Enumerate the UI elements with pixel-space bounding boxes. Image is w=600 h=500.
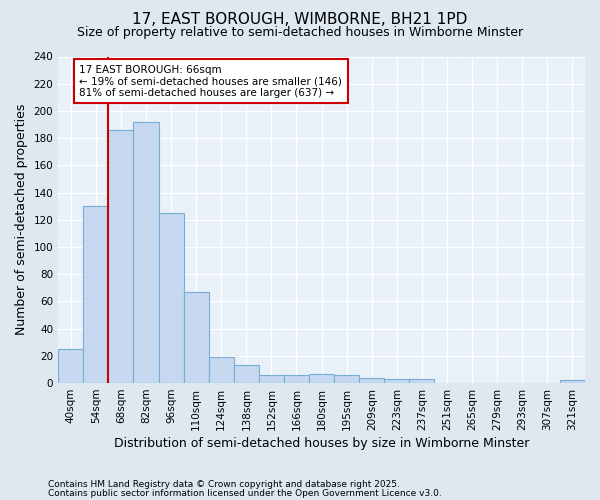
Bar [560,380,585,383]
Bar [385,379,409,383]
Y-axis label: Number of semi-detached properties: Number of semi-detached properties [15,104,28,336]
Bar [158,213,184,383]
Text: Size of property relative to semi-detached houses in Wimborne Minster: Size of property relative to semi-detach… [77,26,523,39]
Bar [109,130,133,383]
Bar [234,366,259,383]
Bar [334,375,359,383]
Bar [309,374,334,383]
Bar [133,122,158,383]
Bar [58,349,83,383]
Bar [184,292,209,383]
Bar [259,375,284,383]
Bar [209,357,234,383]
Text: 17, EAST BOROUGH, WIMBORNE, BH21 1PD: 17, EAST BOROUGH, WIMBORNE, BH21 1PD [133,12,467,28]
X-axis label: Distribution of semi-detached houses by size in Wimborne Minster: Distribution of semi-detached houses by … [114,437,529,450]
Text: 17 EAST BOROUGH: 66sqm
← 19% of semi-detached houses are smaller (146)
81% of se: 17 EAST BOROUGH: 66sqm ← 19% of semi-det… [79,64,343,98]
Bar [83,206,109,383]
Bar [359,378,385,383]
Text: Contains HM Land Registry data © Crown copyright and database right 2025.: Contains HM Land Registry data © Crown c… [48,480,400,489]
Bar [284,375,309,383]
Text: Contains public sector information licensed under the Open Government Licence v3: Contains public sector information licen… [48,488,442,498]
Bar [409,379,434,383]
